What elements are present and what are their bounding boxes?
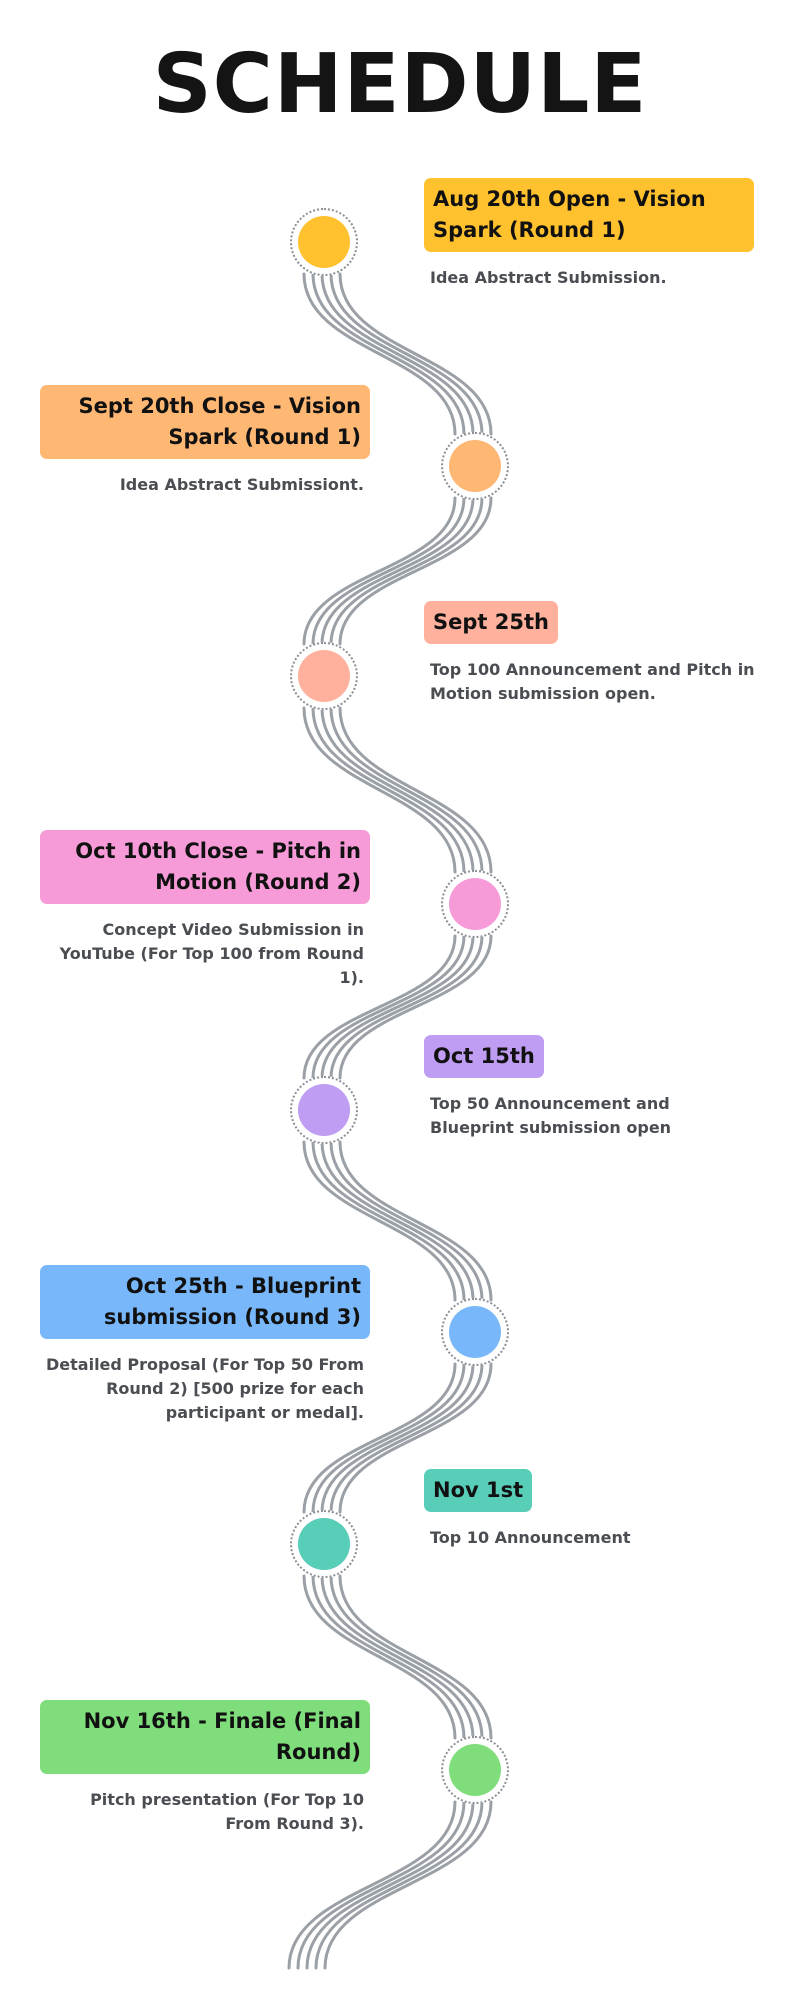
timeline-event-1: Aug 20th Open - Vision Spark (Round 1) I… xyxy=(424,178,754,290)
timeline-node-7 xyxy=(290,1510,358,1578)
event-label: Sept 25th xyxy=(424,601,558,644)
timeline-event-8: Nov 16th - Finale (Final Round) Pitch pr… xyxy=(40,1700,370,1836)
event-description: Pitch presentation (For Top 10 From Roun… xyxy=(90,1790,364,1833)
event-label: Oct 10th Close - Pitch in Motion (Round … xyxy=(40,830,370,904)
timeline-event-3: Sept 25th Top 100 Announcement and Pitch… xyxy=(424,601,764,706)
timeline-dot-4 xyxy=(449,878,501,930)
event-label: Oct 25th - Blueprint submission (Round 3… xyxy=(40,1265,370,1339)
event-label: Nov 16th - Finale (Final Round) xyxy=(40,1700,370,1774)
timeline-dot-6 xyxy=(449,1306,501,1358)
timeline-strand xyxy=(314,272,484,1970)
event-label: Oct 15th xyxy=(424,1035,544,1078)
timeline-event-4: Oct 10th Close - Pitch in Motion (Round … xyxy=(40,830,370,990)
timeline-node-5 xyxy=(290,1076,358,1144)
event-description: Detailed Proposal (For Top 50 From Round… xyxy=(46,1355,364,1422)
timeline-event-7: Nov 1st Top 10 Announcement xyxy=(424,1469,754,1550)
timeline-strand xyxy=(287,272,457,1970)
event-label: Sept 20th Close - Vision Spark (Round 1) xyxy=(40,385,370,459)
event-description: Top 100 Announcement and Pitch in Motion… xyxy=(430,660,755,703)
timeline-node-1 xyxy=(290,208,358,276)
timeline-dot-1 xyxy=(298,216,350,268)
timeline-node-6 xyxy=(441,1298,509,1366)
event-description: Idea Abstract Submission. xyxy=(430,268,667,287)
timeline-node-3 xyxy=(290,642,358,710)
event-description: Concept Video Submission in YouTube (For… xyxy=(59,920,364,987)
event-description: Idea Abstract Submissiont. xyxy=(119,475,364,494)
event-label: Aug 20th Open - Vision Spark (Round 1) xyxy=(424,178,754,252)
timeline-dot-3 xyxy=(298,650,350,702)
timeline-dot-7 xyxy=(298,1518,350,1570)
timeline-strand xyxy=(323,272,493,1970)
timeline-dot-2 xyxy=(449,440,501,492)
event-description: Top 50 Announcement and Blueprint submis… xyxy=(430,1094,672,1137)
timeline-dot-5 xyxy=(298,1084,350,1136)
timeline-strand xyxy=(296,272,466,1970)
event-description: Top 10 Announcement xyxy=(430,1528,631,1547)
timeline-event-6: Oct 25th - Blueprint submission (Round 3… xyxy=(40,1265,370,1425)
timeline-node-2 xyxy=(441,432,509,500)
timeline-event-5: Oct 15th Top 50 Announcement and Bluepri… xyxy=(424,1035,764,1140)
event-label: Nov 1st xyxy=(424,1469,533,1512)
timeline-node-4 xyxy=(441,870,509,938)
page-title: SCHEDULE xyxy=(152,37,648,132)
timeline-dot-8 xyxy=(449,1744,501,1796)
timeline-event-2: Sept 20th Close - Vision Spark (Round 1)… xyxy=(40,385,370,497)
timeline-strand xyxy=(305,272,475,1970)
timeline-node-8 xyxy=(441,1736,509,1804)
